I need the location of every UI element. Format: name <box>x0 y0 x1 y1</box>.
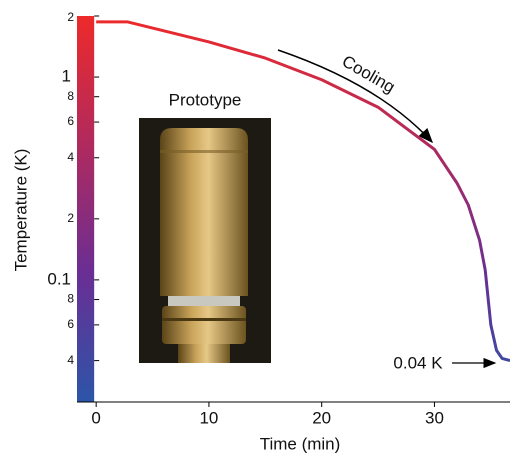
y-axis-title: Temperature (K) <box>11 149 30 272</box>
annotation: 0.04 K <box>393 353 443 372</box>
y-tick-label: 2 <box>67 211 74 225</box>
x-tick-label: 20 <box>312 408 331 427</box>
y-tick-label: 1 <box>62 67 71 86</box>
inset-photo <box>139 118 271 363</box>
annotation: Cooling <box>339 51 398 96</box>
temperature-line <box>96 20 510 363</box>
x-tick-label: 0 <box>91 408 100 427</box>
y-tick-label: 6 <box>67 114 74 128</box>
y-tick-label: 2 <box>67 10 74 24</box>
y-tick-label: 4 <box>67 353 74 367</box>
inset-label: Prototype <box>169 90 242 109</box>
y-tick-label: 6 <box>67 317 74 331</box>
y-tick-label: 4 <box>67 150 74 164</box>
cooling-arrow <box>277 49 434 144</box>
x-tick-label: 30 <box>425 408 444 427</box>
x-axis-title: Time (min) <box>260 434 341 453</box>
y-tick-label: 8 <box>67 292 74 306</box>
x-tick-label: 10 <box>199 408 218 427</box>
y-tick-label: 8 <box>67 89 74 103</box>
y-tick-label: 0.1 <box>47 269 71 288</box>
color-bar <box>77 16 95 402</box>
